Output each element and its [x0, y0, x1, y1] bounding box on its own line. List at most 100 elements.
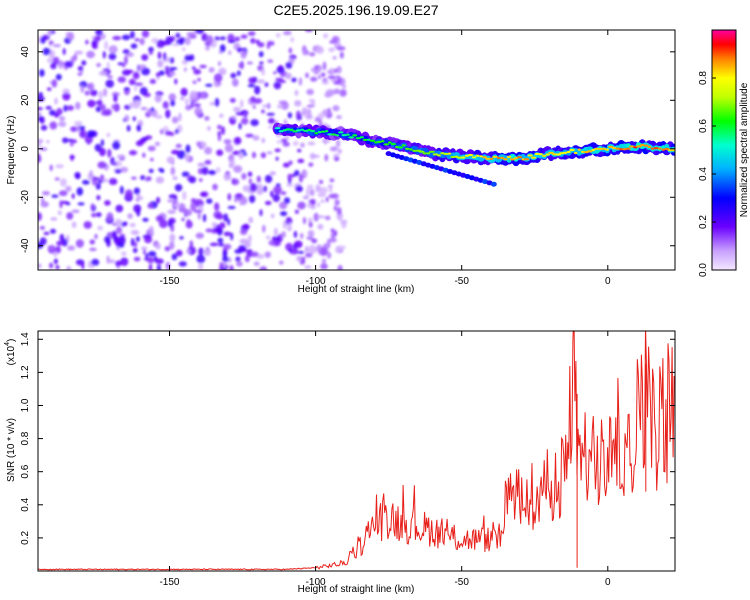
noise-speckle — [38, 153, 41, 163]
noise-speckle — [204, 159, 212, 165]
noise-speckle — [140, 175, 146, 181]
noise-speckle — [278, 260, 284, 265]
noise-speckle — [333, 205, 338, 211]
noise-speckle — [244, 241, 251, 248]
noise-speckle — [57, 60, 64, 69]
noise-speckle — [304, 265, 312, 269]
noise-speckle — [178, 261, 187, 267]
noise-speckle — [193, 199, 203, 203]
noise-speckle — [264, 251, 271, 258]
noise-speckle — [77, 65, 84, 72]
trace-blob — [390, 143, 397, 146]
trace-blob — [577, 148, 581, 151]
noise-speckle — [132, 116, 136, 122]
noise-speckle — [335, 245, 342, 254]
noise-speckle — [91, 258, 100, 266]
noise-speckle — [108, 178, 118, 185]
noise-speckle — [163, 52, 167, 61]
noise-speckle — [214, 36, 220, 41]
noise-speckle — [180, 96, 185, 101]
colorbar-frame — [711, 29, 737, 271]
noise-speckle — [139, 87, 148, 96]
noise-speckle — [174, 78, 178, 85]
trace-blob — [408, 148, 413, 151]
noise-speckle — [205, 35, 214, 45]
noise-speckle — [155, 176, 165, 184]
noise-speckle — [94, 143, 102, 152]
noise-speckle — [106, 212, 114, 221]
noise-speckle — [311, 154, 320, 158]
noise-speckle — [55, 265, 60, 270]
noise-speckle — [50, 217, 58, 221]
noise-speckle — [61, 137, 69, 144]
noise-speckle — [155, 114, 163, 119]
noise-speckle — [339, 51, 344, 59]
noise-speckle — [262, 224, 266, 233]
noise-speckle — [134, 82, 144, 87]
noise-speckle — [155, 243, 161, 250]
noise-speckle — [108, 259, 116, 264]
noise-speckle — [82, 179, 90, 185]
noise-speckle — [243, 113, 248, 118]
noise-speckle — [46, 139, 50, 144]
noise-speckle — [258, 51, 264, 58]
trace-blob — [405, 147, 410, 150]
noise-speckle — [336, 115, 342, 120]
noise-speckle — [266, 43, 270, 50]
noise-speckle — [111, 104, 116, 110]
noise-speckle — [167, 199, 175, 203]
x-tick-label: 0 — [605, 577, 611, 588]
noise-speckle — [178, 203, 186, 212]
noise-speckle — [190, 202, 197, 212]
noise-speckle — [155, 215, 164, 223]
noise-speckle — [149, 79, 157, 84]
noise-speckle — [156, 264, 161, 270]
noise-speckle — [89, 247, 97, 252]
trace-blob — [538, 153, 543, 156]
noise-speckle — [308, 221, 313, 228]
noise-speckle — [205, 45, 210, 51]
noise-speckle — [150, 158, 154, 162]
noise-speckle — [227, 218, 231, 226]
trace-blob — [542, 154, 547, 157]
noise-speckle — [45, 105, 52, 110]
noise-speckle — [172, 176, 178, 181]
trace-blob — [310, 130, 316, 133]
noise-speckle — [217, 132, 222, 142]
noise-speckle — [294, 89, 299, 96]
noise-speckle — [179, 37, 186, 42]
noise-speckle — [116, 154, 126, 159]
noise-speckle — [148, 46, 154, 53]
noise-speckle — [264, 82, 269, 87]
noise-speckle — [77, 202, 85, 206]
noise-speckle — [214, 202, 220, 211]
noise-speckle — [90, 89, 98, 97]
noise-speckle — [257, 42, 265, 48]
noise-speckle — [239, 228, 248, 236]
noise-speckle — [281, 231, 286, 238]
trace-blob — [422, 152, 428, 155]
y-tick-label: -40 — [20, 238, 31, 253]
noise-speckle — [38, 263, 42, 269]
noise-speckle — [117, 242, 125, 248]
noise-speckle — [197, 162, 206, 167]
noise-speckle — [75, 101, 81, 110]
trace-blob — [598, 147, 603, 150]
noise-speckle — [186, 249, 191, 254]
noise-speckle — [336, 139, 341, 148]
noise-speckle — [203, 248, 211, 256]
noise-speckle — [49, 164, 53, 172]
colorbar-gradient — [712, 30, 736, 270]
noise-speckle — [97, 98, 103, 108]
noise-speckle — [75, 259, 85, 266]
noise-speckle — [97, 179, 104, 184]
noise-speckle — [59, 116, 66, 121]
noise-speckle — [49, 121, 58, 130]
trace-blob — [278, 130, 284, 133]
noise-speckle — [322, 61, 327, 71]
noise-speckle — [297, 201, 306, 210]
noise-speckle — [222, 255, 229, 263]
noise-speckle — [123, 87, 131, 91]
noise-speckle — [105, 79, 114, 88]
